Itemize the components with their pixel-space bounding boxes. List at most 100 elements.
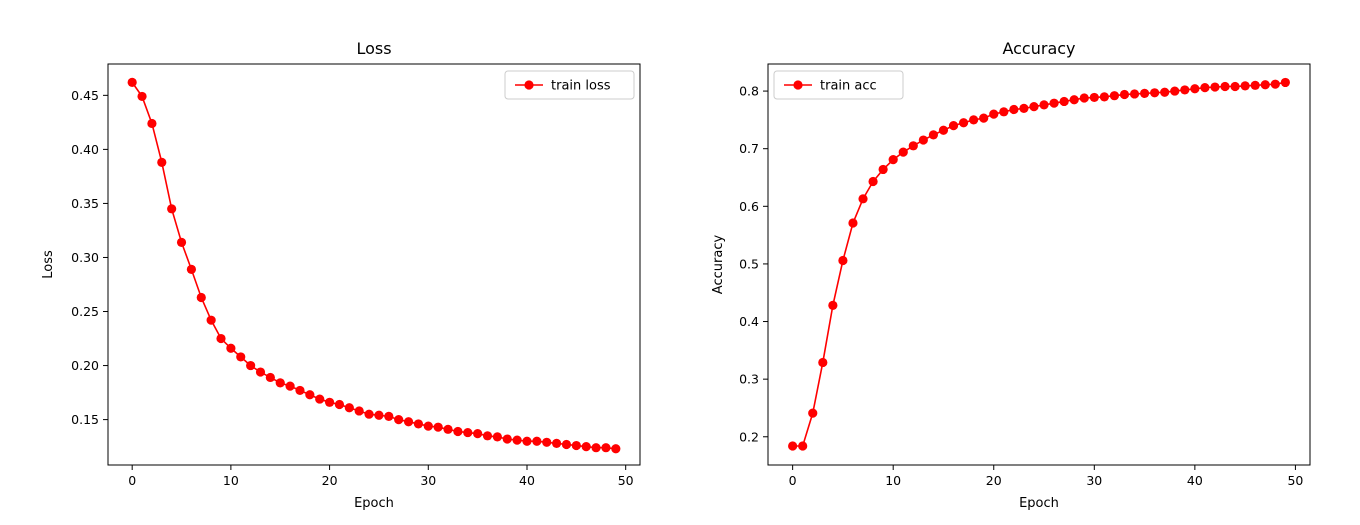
data-point — [1039, 100, 1049, 110]
legend-box — [773, 70, 904, 100]
x-tick-label: 20 — [322, 473, 338, 488]
data-point — [948, 121, 959, 131]
data-point — [354, 406, 364, 416]
data-point — [581, 442, 591, 452]
chart-title: Loss — [356, 39, 391, 58]
data-point — [374, 410, 384, 420]
data-point — [265, 372, 275, 383]
y-tick-label: 0.2 — [739, 429, 759, 444]
data-point — [512, 435, 522, 445]
x-tick-label: 40 — [519, 473, 535, 488]
axes-frame — [107, 63, 641, 466]
data-point — [958, 118, 969, 128]
data-point — [1160, 87, 1170, 97]
y-axis-label: Loss — [41, 250, 56, 279]
x-tick-label: 10 — [223, 473, 239, 488]
data-point — [275, 378, 285, 388]
data-point — [1059, 96, 1069, 107]
legend-marker — [793, 80, 803, 90]
data-point — [482, 431, 493, 441]
chart-title: Accuracy — [1002, 39, 1075, 58]
y-tick-label: 0.6 — [739, 199, 759, 214]
data-point — [1049, 98, 1059, 108]
data-point — [898, 147, 908, 157]
data-point — [888, 155, 898, 165]
data-point — [403, 417, 414, 427]
y-tick-label: 0.8 — [739, 84, 759, 99]
data-point — [522, 436, 532, 446]
y-tick-label: 0.30 — [71, 250, 99, 265]
x-tick-label: 0 — [789, 473, 797, 488]
data-point — [908, 141, 918, 151]
data-point — [828, 300, 838, 311]
data-point — [1109, 91, 1120, 101]
data-point — [938, 125, 949, 135]
data-point — [1180, 85, 1190, 95]
data-point — [561, 439, 572, 450]
data-point — [532, 436, 542, 446]
y-tick-label: 0.15 — [71, 412, 99, 427]
data-point — [334, 399, 345, 410]
data-point — [305, 390, 315, 400]
data-point — [1190, 84, 1200, 94]
x-axis-label: Epoch — [354, 496, 394, 511]
data-point — [413, 419, 424, 429]
legend-label: train loss — [551, 79, 611, 94]
data-point — [226, 343, 236, 353]
data-point — [601, 443, 611, 453]
x-tick-label: 50 — [618, 473, 634, 488]
data-point — [979, 113, 989, 123]
data-point — [1150, 88, 1160, 98]
data-point — [1170, 86, 1180, 96]
data-point — [246, 360, 256, 371]
data-point — [1069, 95, 1079, 105]
data-point — [868, 176, 878, 187]
data-point — [344, 403, 354, 413]
data-point — [423, 421, 433, 431]
data-point — [1029, 102, 1039, 112]
data-point — [492, 432, 502, 442]
data-point — [1009, 104, 1019, 115]
legend: train acc — [773, 70, 904, 100]
data-point — [798, 441, 808, 451]
data-point — [206, 315, 216, 325]
y-tick-label: 0.25 — [71, 304, 99, 319]
x-tick-label: 20 — [986, 473, 1002, 488]
y-tick-label: 0.40 — [71, 142, 99, 157]
y-tick-label: 0.20 — [71, 358, 99, 373]
data-point — [147, 118, 157, 129]
data-point — [137, 91, 147, 102]
data-point — [788, 441, 798, 451]
data-point — [969, 115, 979, 125]
series-line — [792, 81, 1286, 447]
data-point — [186, 264, 197, 274]
data-point — [858, 194, 868, 204]
data-point — [542, 437, 552, 447]
data-point — [848, 218, 858, 228]
x-tick-label: 30 — [420, 473, 436, 488]
data-point — [878, 164, 888, 175]
data-point — [1200, 83, 1210, 93]
data-point — [236, 352, 246, 362]
y-tick-label: 0.5 — [739, 256, 759, 271]
data-point — [1230, 81, 1240, 92]
data-point — [157, 157, 167, 167]
data-point — [364, 409, 374, 419]
data-point — [1260, 80, 1270, 90]
data-point — [1210, 82, 1220, 92]
data-point — [384, 411, 394, 421]
legend-marker — [524, 80, 534, 90]
data-point — [591, 443, 601, 453]
data-point — [1079, 93, 1089, 103]
x-axis-label: Epoch — [1019, 496, 1059, 511]
x-tick-label: 40 — [1187, 473, 1203, 488]
x-tick-label: 0 — [128, 473, 136, 488]
data-point — [502, 434, 512, 444]
data-point — [473, 429, 483, 439]
data-point — [571, 440, 581, 451]
legend: train loss — [504, 70, 635, 100]
data-point — [167, 204, 177, 214]
data-point — [216, 333, 226, 344]
y-tick-label: 0.45 — [71, 88, 99, 103]
data-point — [1280, 77, 1290, 88]
